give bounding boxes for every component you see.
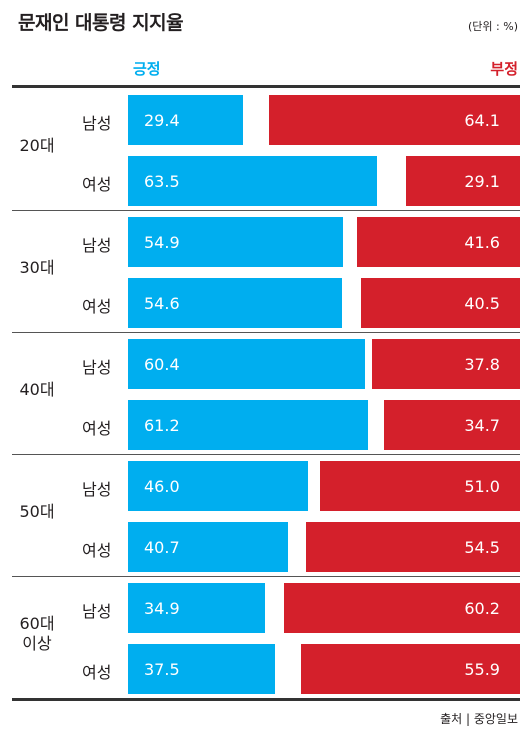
age-group-label-line: 30대 [19,258,55,277]
sex-label: 여성 [82,297,112,316]
negative-value-label: 54.5 [464,537,500,557]
sex-label: 남성 [82,236,112,255]
negative-value-label: 64.1 [464,110,500,130]
sex-label: 여성 [82,419,112,438]
source-label: 출처 | 중앙일보 [440,712,518,726]
age-group-label-line: 40대 [19,380,55,399]
positive-value-label: 61.2 [144,415,180,435]
positive-bar: 61.2 [128,400,368,450]
negative-value-label: 40.5 [464,293,500,313]
age-group-label-line: 50대 [19,502,55,521]
legend-positive: 긍정 [133,60,161,78]
age-group-label-line: 20대 [19,136,55,155]
negative-value-label: 29.1 [464,171,500,191]
sex-label: 남성 [82,480,112,499]
negative-bar: 51.0 [320,461,520,511]
positive-value-label: 29.4 [144,110,180,130]
negative-value-label: 55.9 [464,659,500,679]
positive-bar: 63.5 [128,156,377,206]
chart-title: 문재인 대통령 지지율 [18,12,184,34]
positive-bar: 54.6 [128,278,343,328]
positive-bar: 40.7 [128,522,288,572]
positive-bar: 37.5 [128,644,275,694]
negative-bar: 54.5 [306,522,520,572]
age-group-label: 50대 [12,502,62,522]
negative-value-label: 37.8 [464,354,500,374]
negative-bar: 41.6 [356,217,520,267]
negative-bar: 60.2 [284,583,520,633]
negative-value-label: 51.0 [464,476,500,496]
positive-value-label: 54.9 [144,232,180,252]
age-group-label: 30대 [12,258,62,278]
legend-negative: 부정 [490,60,518,78]
top-rule [12,85,520,88]
age-group-label: 40대 [12,380,62,400]
positive-bar: 46.0 [128,461,309,511]
negative-value-label: 41.6 [464,232,500,252]
positive-value-label: 34.9 [144,598,180,618]
age-group-label: 60대 이상 [12,614,62,654]
age-group-label: 20대 [12,136,62,156]
sex-label: 여성 [82,541,112,560]
positive-value-label: 60.4 [144,354,180,374]
group-divider [12,210,520,211]
negative-value-label: 34.7 [464,415,500,435]
sex-label: 여성 [82,175,112,194]
positive-value-label: 54.6 [144,293,180,313]
positive-value-label: 37.5 [144,659,180,679]
group-divider [12,454,520,455]
positive-bar: 60.4 [128,339,365,389]
negative-bar: 37.8 [371,339,520,389]
sex-label: 남성 [82,602,112,621]
negative-bar: 55.9 [300,644,520,694]
age-group-label-line: 60대 [19,614,55,633]
age-group-label-line: 이상 [22,634,52,653]
sex-label: 여성 [82,663,112,682]
positive-value-label: 46.0 [144,476,180,496]
group-divider [12,576,520,577]
positive-value-label: 40.7 [144,537,180,557]
positive-bar: 54.9 [128,217,344,267]
positive-value-label: 63.5 [144,171,180,191]
negative-value-label: 60.2 [464,598,500,618]
sex-label: 남성 [82,114,112,133]
unit-label: (단위 : %) [468,20,518,33]
negative-bar: 40.5 [361,278,520,328]
positive-bar: 34.9 [128,583,265,633]
group-divider [12,332,520,333]
negative-bar: 34.7 [383,400,520,450]
sex-label: 남성 [82,358,112,377]
negative-bar: 64.1 [268,95,520,145]
negative-bar: 29.1 [405,156,520,206]
positive-bar: 29.4 [128,95,244,145]
bottom-rule [12,698,520,701]
